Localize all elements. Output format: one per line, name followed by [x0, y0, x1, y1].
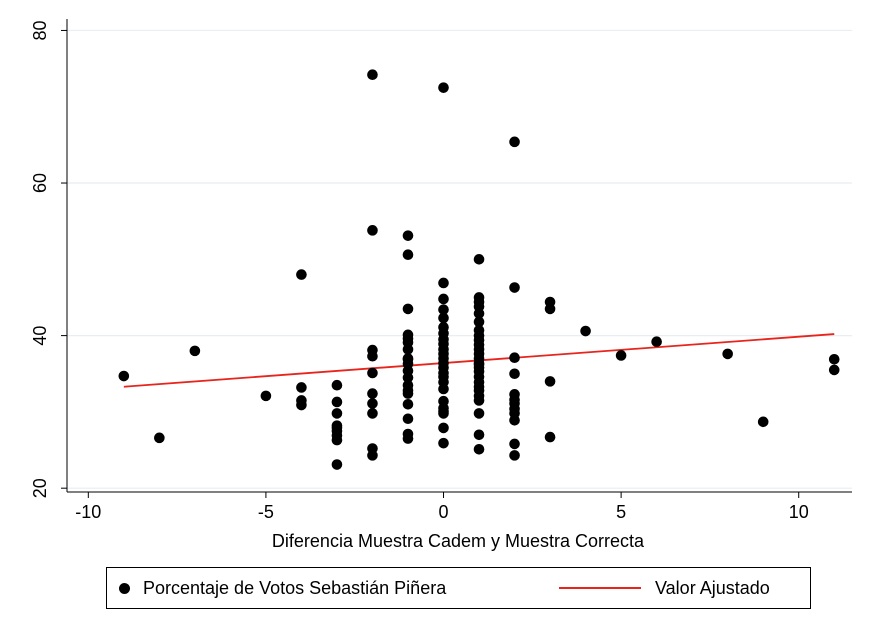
- data-point: [438, 312, 449, 324]
- data-point: [828, 353, 840, 365]
- data-point: [402, 372, 414, 383]
- data-point: [367, 350, 378, 362]
- data-point: [509, 368, 520, 380]
- data-point: [438, 293, 449, 305]
- data-point: [509, 282, 520, 293]
- x-tick-label: 10: [789, 502, 809, 522]
- data-point: [296, 399, 307, 411]
- data-point: [402, 385, 414, 396]
- data-point: [118, 370, 130, 382]
- data-point: [367, 450, 378, 461]
- data-point: [331, 396, 343, 408]
- x-tick-label: 0: [439, 502, 449, 522]
- data-point: [473, 359, 485, 370]
- data-point: [189, 345, 201, 357]
- data-point: [473, 254, 485, 265]
- data-point: [722, 348, 733, 360]
- y-tick-label: 60: [30, 173, 50, 193]
- data-point: [473, 429, 485, 441]
- data-point: [331, 379, 343, 391]
- data-point: [154, 432, 165, 444]
- data-point: [438, 304, 449, 315]
- data-point: [509, 414, 520, 426]
- tick-labels: 20 40 60 80 -10 -5 0 5 10: [30, 20, 809, 522]
- legend: Porcentaje de Votos Sebastián Piñera Val…: [106, 567, 811, 609]
- data-point: [331, 434, 343, 446]
- data-point: [509, 136, 520, 148]
- data-point: [438, 383, 449, 395]
- x-tick-label: 5: [616, 502, 626, 522]
- points-layer: [118, 69, 840, 470]
- data-point: [367, 388, 378, 399]
- data-point: [402, 230, 414, 241]
- legend-label-fit: Valor Ajustado: [655, 577, 770, 598]
- data-point: [402, 249, 414, 261]
- axes: [61, 19, 852, 498]
- data-point: [580, 325, 591, 337]
- y-tick-label: 80: [30, 20, 50, 40]
- data-point: [331, 408, 343, 419]
- legend-item-fit: Valor Ajustado: [559, 568, 770, 608]
- legend-label-points: Porcentaje de Votos Sebastián Piñera: [143, 577, 447, 598]
- data-point: [296, 269, 307, 280]
- grid: [67, 29, 852, 489]
- data-point: [615, 350, 627, 361]
- data-point: [331, 459, 343, 470]
- x-tick-label: -5: [258, 502, 274, 522]
- data-point: [509, 394, 520, 405]
- data-point: [402, 337, 414, 348]
- data-point: [438, 82, 449, 93]
- data-point: [367, 408, 378, 419]
- data-point: [402, 353, 414, 365]
- data-point: [402, 413, 414, 425]
- data-point: [473, 316, 485, 328]
- data-point: [402, 398, 414, 410]
- legend-item-points: Porcentaje de Votos Sebastián Piñera: [119, 568, 446, 608]
- data-point: [402, 303, 414, 315]
- data-point: [296, 382, 307, 393]
- data-point: [828, 364, 840, 376]
- data-point: [367, 367, 378, 379]
- data-point: [544, 303, 556, 315]
- data-point: [331, 422, 343, 434]
- data-point: [509, 450, 520, 461]
- x-tick-label: -10: [75, 502, 101, 522]
- data-point: [367, 398, 378, 409]
- y-tick-label: 20: [30, 478, 50, 498]
- data-point: [260, 390, 272, 402]
- data-point: [438, 437, 449, 449]
- data-point: [473, 395, 485, 406]
- legend-marker-dot-icon: [119, 582, 130, 594]
- data-point: [473, 443, 485, 455]
- scatter-chart: 20 40 60 80 -10 -5 0 5 10 Diferencia Muestra Cad…: [30, 19, 852, 551]
- data-point: [473, 408, 485, 419]
- data-point: [438, 408, 449, 419]
- data-point: [438, 422, 449, 434]
- data-point: [473, 308, 485, 319]
- data-point: [509, 438, 520, 450]
- figure: 20 40 60 80 -10 -5 0 5 10 Diferencia Muestra Cad…: [4, 4, 869, 632]
- data-point: [402, 433, 414, 444]
- y-tick-label: 40: [30, 326, 50, 346]
- data-point: [651, 336, 662, 348]
- data-point: [509, 352, 520, 364]
- data-point: [367, 225, 378, 236]
- legend-marker-line-icon: [559, 587, 641, 589]
- data-point: [544, 431, 556, 443]
- x-axis-label: Diferencia Muestra Cadem y Muestra Corre…: [272, 531, 645, 551]
- data-point: [757, 416, 769, 428]
- data-point: [544, 376, 556, 387]
- data-point: [367, 69, 378, 80]
- data-point: [438, 277, 449, 289]
